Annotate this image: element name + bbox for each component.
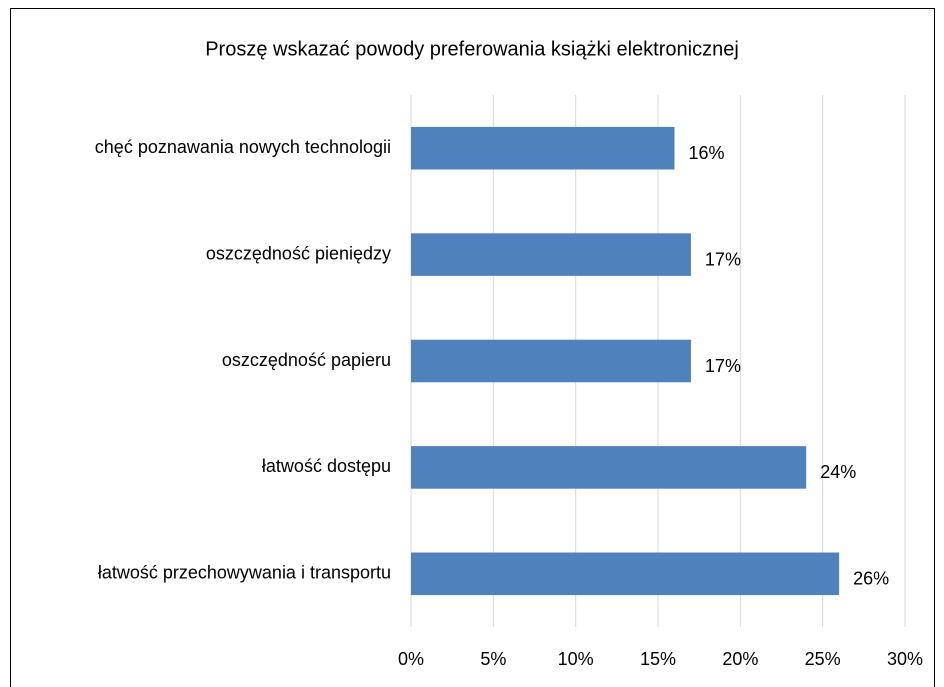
bar bbox=[411, 233, 691, 276]
x-tick-label: 5% bbox=[480, 649, 506, 669]
x-tick-label: 25% bbox=[805, 649, 841, 669]
y-tick-label: oszczędność pieniędzy bbox=[206, 243, 391, 263]
bar bbox=[411, 446, 807, 489]
x-tick-label: 30% bbox=[887, 649, 923, 669]
y-tick-label: oszczędność papieru bbox=[222, 350, 391, 370]
bar bbox=[411, 339, 691, 383]
data-label: 24% bbox=[820, 462, 856, 482]
y-tick-label: łatwość dostępu bbox=[262, 456, 391, 476]
data-label: 26% bbox=[853, 569, 889, 589]
chart-title: Proszę wskazać powody preferowania książ… bbox=[205, 38, 739, 60]
bar bbox=[411, 126, 675, 170]
x-tick-label: 10% bbox=[558, 649, 594, 669]
data-label: 17% bbox=[705, 249, 741, 269]
data-label: 17% bbox=[705, 356, 741, 376]
y-tick-label: łatwość przechowywania i transportu bbox=[98, 563, 391, 583]
x-tick-label: 0% bbox=[398, 649, 424, 669]
x-tick-label: 20% bbox=[722, 649, 758, 669]
y-tick-label: chęć poznawania nowych technologii bbox=[95, 137, 391, 157]
x-tick-label: 15% bbox=[640, 649, 676, 669]
data-label: 16% bbox=[688, 143, 724, 163]
bar bbox=[411, 552, 840, 596]
